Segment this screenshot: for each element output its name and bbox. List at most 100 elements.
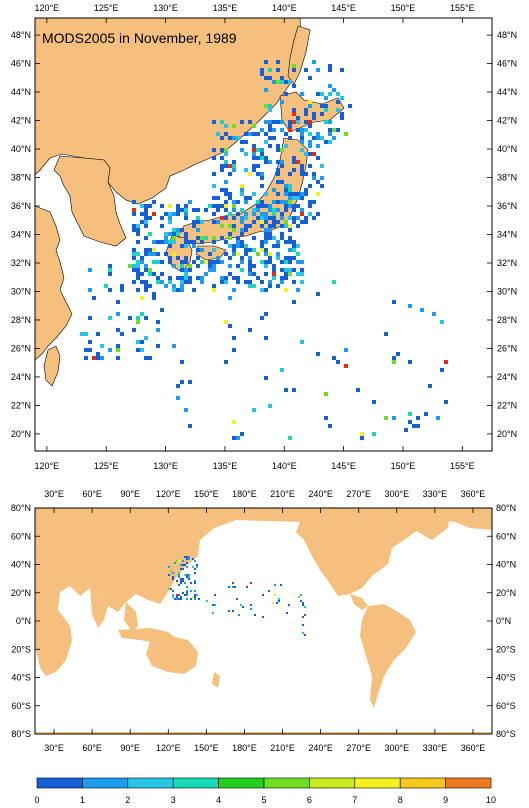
obs-cell [276, 60, 280, 64]
obs-cell [286, 612, 288, 614]
obs-cell [200, 280, 204, 284]
obs-cell [192, 208, 196, 212]
obs-cell [236, 252, 240, 256]
obs-cell [316, 292, 320, 296]
obs-cell [336, 92, 340, 96]
obs-cell [248, 248, 252, 252]
obs-cell [190, 590, 192, 592]
obs-cell [236, 280, 240, 284]
obs-cell [156, 276, 160, 280]
obs-cell [260, 216, 264, 220]
obs-cell [302, 624, 304, 626]
obs-cell [336, 128, 340, 132]
obs-cell [340, 112, 344, 116]
obs-cell [268, 204, 272, 208]
obs-cell [268, 68, 272, 72]
obs-cell [268, 160, 272, 164]
obs-cell [312, 216, 316, 220]
obs-cell [164, 240, 168, 244]
lat-tick-label: 40°N [11, 560, 31, 570]
lat-tick-label: 48°N [497, 30, 517, 40]
colorbar-cell [399, 777, 446, 789]
colorbar-label: 4 [216, 795, 221, 805]
obs-cell [248, 272, 252, 276]
obs-cell [256, 252, 260, 256]
obs-cell [272, 120, 276, 124]
obs-cell [248, 256, 252, 260]
obs-cell [272, 276, 276, 280]
obs-cell [292, 84, 296, 88]
obs-cell [292, 248, 296, 252]
obs-cell [260, 316, 264, 320]
obs-cell [252, 264, 256, 268]
obs-cell [156, 344, 160, 348]
obs-cell [196, 208, 200, 212]
obs-cell [300, 260, 304, 264]
obs-cell [180, 578, 182, 580]
obs-cell [212, 184, 216, 188]
lat-tick-label: 38°N [11, 173, 31, 183]
obs-cell [228, 256, 232, 260]
obs-cell [176, 288, 180, 292]
obs-cell [308, 184, 312, 188]
obs-cell [132, 256, 136, 260]
obs-cell [180, 360, 184, 364]
obs-cell [308, 124, 312, 128]
obs-cell [164, 232, 168, 236]
obs-cell [280, 180, 284, 184]
lon-tick-label: 300°E [384, 489, 409, 499]
obs-cell [300, 220, 304, 224]
obs-cell [244, 200, 248, 204]
obs-cell [220, 276, 224, 280]
obs-cell [178, 560, 180, 562]
obs-cell [194, 598, 196, 600]
obs-cell [272, 602, 274, 604]
obs-cell [186, 586, 188, 588]
lat-tick-label: 20°N [496, 588, 516, 598]
obs-cell [360, 436, 364, 440]
obs-cell [276, 256, 280, 260]
obs-cell [280, 212, 284, 216]
obs-cell [300, 132, 304, 136]
obs-cell [292, 120, 296, 124]
obs-cell [256, 172, 260, 176]
lon-tick-label: 360°E [461, 489, 486, 499]
obs-cell [96, 356, 100, 360]
obs-cell [268, 232, 272, 236]
lon-tick-label: 210°E [270, 489, 295, 499]
obs-cell [144, 280, 148, 284]
obs-cell [296, 288, 300, 292]
obs-cell [296, 204, 300, 208]
lat-tick-label: 40°S [496, 673, 516, 683]
obs-cell [304, 172, 308, 176]
obs-cell [284, 204, 288, 208]
obs-cell [212, 288, 216, 292]
obs-cell [302, 616, 304, 618]
obs-cell [160, 204, 164, 208]
obs-cell [148, 252, 152, 256]
obs-cell [116, 348, 120, 352]
obs-cell [184, 244, 188, 248]
obs-cell [304, 216, 308, 220]
obs-cell [224, 360, 228, 364]
obs-cell [280, 160, 284, 164]
obs-cell [212, 284, 216, 288]
obs-cell [136, 340, 140, 344]
obs-cell [332, 280, 336, 284]
map-title: MODS2005 in November, 1989 [42, 30, 237, 46]
lat-tick-label: 32°N [497, 258, 517, 268]
obs-cell [296, 116, 300, 120]
obs-cell [240, 604, 242, 606]
obs-cell [178, 574, 180, 576]
obs-cell [412, 424, 416, 428]
obs-cell [104, 284, 108, 288]
obs-cell [256, 276, 260, 280]
obs-cell [136, 348, 140, 352]
obs-cell [244, 228, 248, 232]
obs-cell [256, 208, 260, 212]
global-map: 30°E 30°E 60°E 60°E 90°E 90°E 120°E 120°E 150°E 1… [11, 489, 516, 753]
obs-cell [168, 240, 172, 244]
asia-mainland [34, 17, 303, 205]
obs-cell [160, 308, 164, 312]
